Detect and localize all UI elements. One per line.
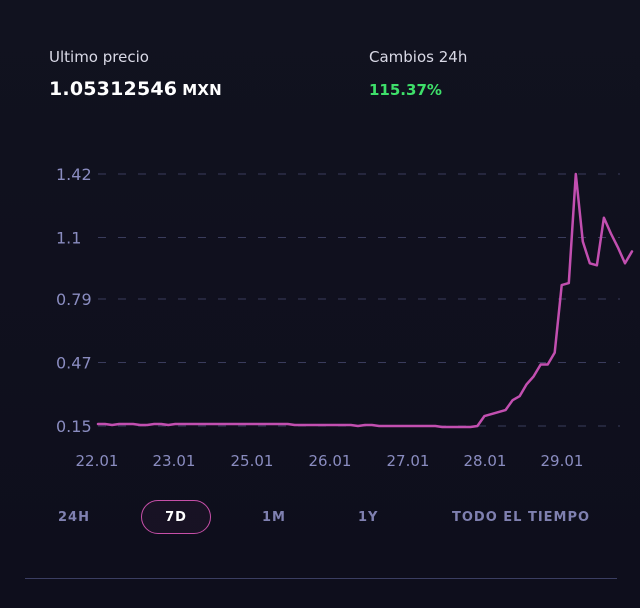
price-unit: MXN bbox=[182, 81, 222, 99]
x-tick-label: 22.01 bbox=[76, 452, 119, 470]
x-tick-label: 27.01 bbox=[387, 452, 430, 470]
y-tick-label: 0.79 bbox=[56, 290, 92, 309]
range-tab-24h[interactable]: 24H bbox=[58, 510, 90, 525]
range-tab-1m[interactable]: 1M bbox=[262, 510, 286, 525]
price-chart: 1.42 1.1 0.79 0.47 0.15 22.01 23.01 25.01 26.01 2… bbox=[56, 165, 634, 470]
last-price-value: 1.05312546 MXN bbox=[49, 78, 222, 100]
price-line bbox=[96, 172, 634, 429]
range-tab-all-time[interactable]: TODO EL TIEMPO bbox=[452, 510, 591, 525]
x-tick-label: 29.01 bbox=[541, 452, 584, 470]
bottom-divider bbox=[25, 578, 617, 579]
x-tick-label: 25.01 bbox=[231, 452, 274, 470]
y-tick-label: 0.47 bbox=[56, 354, 92, 373]
x-tick-label: 23.01 bbox=[153, 452, 196, 470]
x-tick-label: 26.01 bbox=[309, 452, 352, 470]
price-number: 1.05312546 bbox=[49, 78, 178, 100]
last-price-label: Ultimo precio bbox=[49, 48, 149, 66]
change-24h-value: 115.37% bbox=[369, 81, 442, 99]
y-tick-label: 0.15 bbox=[56, 417, 92, 436]
x-tick-label: 28.01 bbox=[464, 452, 507, 470]
range-tab-1y[interactable]: 1Y bbox=[358, 510, 379, 525]
range-tab-7d[interactable]: 7D bbox=[141, 500, 211, 534]
y-tick-label: 1.1 bbox=[56, 228, 81, 247]
change-24h-label: Cambios 24h bbox=[369, 48, 468, 66]
y-tick-label: 1.42 bbox=[56, 165, 92, 184]
